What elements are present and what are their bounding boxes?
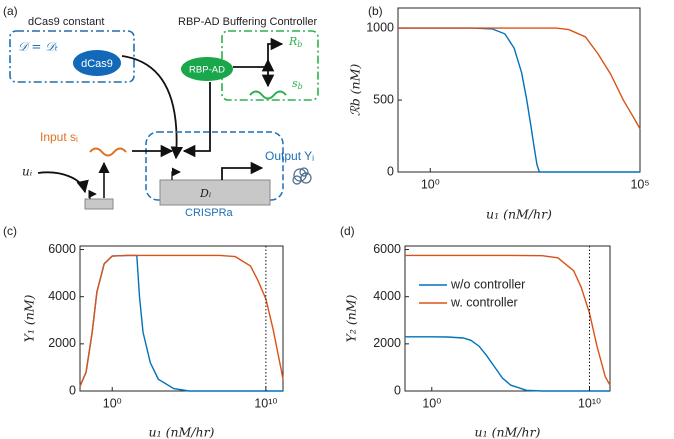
- arrow: [121, 55, 184, 160]
- rna-wave: [249, 90, 287, 100]
- input-label: Input sᵢ: [40, 130, 78, 144]
- y-tick-label: 4000: [373, 289, 401, 303]
- series-line: [79, 254, 284, 387]
- y-tick-label: 0: [387, 164, 394, 178]
- protein-icon: [292, 167, 312, 185]
- y-tick-label: 0: [394, 383, 401, 397]
- legend-label: w. controller: [450, 295, 518, 309]
- rbp-label: RBP-AD: [189, 65, 225, 76]
- crispra-label: CRISPRa: [185, 207, 234, 219]
- controller-title: RBP-AD Buffering Controller: [178, 16, 318, 28]
- y-axis-label: Y₁ (nM): [22, 294, 37, 342]
- sb-sub: b: [298, 82, 303, 91]
- crispra-box: [145, 131, 284, 201]
- x-tick-label: 10⁵: [630, 177, 649, 191]
- arrow: [267, 37, 284, 62]
- series-line: [79, 254, 283, 392]
- promoter: [171, 167, 181, 180]
- sb-label: sb: [292, 77, 303, 91]
- panel-label: (a): [3, 4, 18, 18]
- dcas9-node: [73, 50, 121, 76]
- y-tick-label: 6000: [373, 242, 401, 256]
- x-axis-label: u₁ (nM/hr): [149, 425, 215, 439]
- plot-frame: [404, 245, 611, 392]
- input-gene: [84, 198, 114, 210]
- u-label: uᵢ: [22, 165, 33, 179]
- gene-block: [159, 179, 271, 206]
- rb-label: Rb: [288, 35, 302, 49]
- y-tick-label: 0: [69, 383, 76, 397]
- promoter: [88, 189, 97, 199]
- y-tick-label: 2000: [48, 336, 76, 350]
- dcas9-box: [9, 30, 135, 83]
- y-tick-label: 2000: [373, 336, 401, 350]
- rbp-node: [181, 57, 233, 81]
- panel-label: (c): [3, 224, 17, 238]
- series-line: [405, 336, 610, 392]
- dcas9-label: dCas9: [81, 58, 113, 70]
- x-tick-label: 10¹⁰: [578, 396, 601, 410]
- y-axis-label: Y₂ (nM): [344, 294, 359, 342]
- legend: w/o controller w. controller: [414, 272, 540, 318]
- panel-label: (b): [368, 4, 383, 18]
- plot-frame: [79, 245, 284, 392]
- dcas9-eq: 𝒟 = 𝒟ₜ: [18, 40, 58, 54]
- arrow: [37, 171, 89, 194]
- y-axis-label: ℛb (nM): [348, 64, 363, 117]
- x-tick-label: 10⁰: [422, 396, 441, 410]
- y-tick-label: 1000: [366, 20, 394, 34]
- x-tick-label: 10¹⁰: [254, 396, 277, 410]
- x-tick-label: 10⁰: [421, 177, 440, 191]
- series-line: [398, 27, 640, 173]
- y-tick-label: 4000: [48, 289, 76, 303]
- gene-label: Dᵢ: [199, 187, 211, 200]
- series-line: [398, 27, 641, 130]
- legend-label: w/o controller: [450, 277, 525, 291]
- rb-main: R: [288, 35, 297, 48]
- y-tick-label: 6000: [48, 242, 76, 256]
- legend-box: [414, 272, 540, 318]
- arrow: [182, 82, 211, 158]
- arrow: [221, 161, 264, 180]
- dcas9-title: dCas9 constant: [28, 16, 104, 28]
- output-label: Output Yᵢ: [265, 149, 314, 163]
- plot-frame: [397, 7, 641, 173]
- x-axis-label: u₁ (nM/hr): [475, 425, 541, 439]
- series-line: [405, 254, 611, 386]
- x-axis-label: u₁ (nM/hr): [486, 207, 552, 222]
- input-wave: [89, 147, 127, 157]
- x-tick-label: 10⁰: [103, 396, 122, 410]
- controller-box: [221, 30, 319, 101]
- panel-label: (d): [340, 224, 355, 238]
- y-tick-label: 500: [373, 92, 394, 106]
- rb-sub: b: [297, 40, 302, 49]
- sb-main: s: [292, 77, 298, 90]
- diagram: (a) dCas9 constant 𝒟 = 𝒟ₜ dCas9 RBP-AD B…: [3, 4, 319, 219]
